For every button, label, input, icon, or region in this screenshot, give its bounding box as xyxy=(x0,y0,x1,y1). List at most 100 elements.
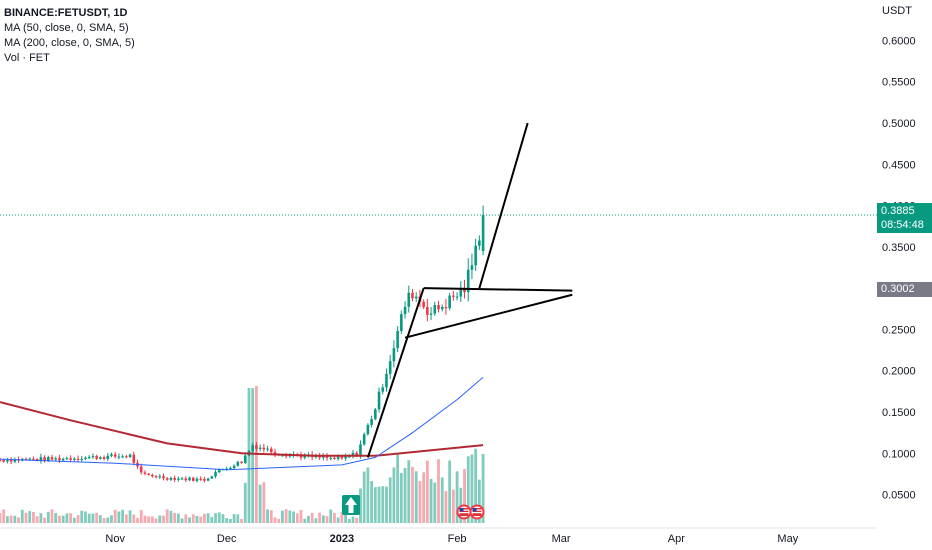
candle-body xyxy=(284,455,288,457)
symbol-title[interactable]: BINANCE:FETUSDT, 1D xyxy=(4,7,128,19)
volume-bar xyxy=(340,512,344,523)
candle-body xyxy=(210,476,214,479)
candle-body xyxy=(191,477,195,481)
volume-bar xyxy=(72,517,76,523)
candle-body xyxy=(54,458,58,460)
volume-bar xyxy=(95,512,99,523)
level-price-tag: 0.3002 xyxy=(877,282,932,297)
volume-bar xyxy=(195,515,199,523)
volume-bar xyxy=(314,518,318,523)
price-tick-label: 0.1000 xyxy=(882,448,916,460)
ma50-legend[interactable]: MA (50, close, 0, SMA, 5) xyxy=(4,22,129,34)
candle-body xyxy=(9,460,13,462)
volume-bar xyxy=(54,512,58,523)
volume-bar xyxy=(162,515,165,523)
candle-body xyxy=(2,459,6,462)
volume-bar xyxy=(180,518,184,523)
candle-body xyxy=(125,456,128,458)
volume-bar xyxy=(474,448,478,523)
candle-body xyxy=(177,478,180,480)
volume-legend[interactable]: Vol · FET xyxy=(4,52,50,64)
volume-bar xyxy=(455,471,459,523)
current-price-value: 0.3885 xyxy=(881,205,915,217)
ma200-line xyxy=(0,401,484,457)
volume-bar xyxy=(102,518,106,523)
trend-line[interactable] xyxy=(423,287,573,292)
candle-body xyxy=(351,452,355,457)
candle-body xyxy=(273,452,277,455)
candle-body xyxy=(374,409,377,420)
volume-bar xyxy=(240,518,243,523)
candle-body xyxy=(359,444,362,456)
candle-body xyxy=(448,295,451,309)
candle-body xyxy=(262,447,266,450)
time-axis[interactable]: Nov Dec 2023 Feb Mar Apr May xyxy=(105,533,798,545)
volume-bar xyxy=(210,516,214,523)
volume-bar xyxy=(303,518,307,523)
volume-bar xyxy=(333,513,336,523)
us-flag-icon[interactable] xyxy=(456,504,472,520)
candle-body xyxy=(400,314,403,331)
trend-line[interactable] xyxy=(478,122,529,289)
price-axis[interactable]: 0.60000.55000.50000.45000.40000.35000.30… xyxy=(882,35,916,501)
candle-body xyxy=(377,391,381,410)
candle-body xyxy=(392,348,396,362)
candle-body xyxy=(80,459,84,461)
candle-body xyxy=(340,456,344,459)
candle-body xyxy=(240,461,243,464)
volume-bar xyxy=(225,518,229,523)
us-flag-icon[interactable] xyxy=(469,504,485,520)
candle-body xyxy=(299,455,303,458)
volume-bar xyxy=(217,512,221,523)
candle-body xyxy=(370,419,373,425)
volume-bar xyxy=(132,514,136,523)
price-tick-label: 0.6000 xyxy=(882,35,916,47)
volume-bar xyxy=(266,509,269,523)
volume-bar xyxy=(199,516,203,523)
ma50-line xyxy=(0,376,484,471)
price-tick-label: 0.0500 xyxy=(882,490,916,502)
candle-body xyxy=(158,476,162,478)
volume-bar xyxy=(336,517,340,523)
candle-body xyxy=(478,240,481,246)
candle-body xyxy=(437,305,440,310)
price-tick-label: 0.5000 xyxy=(882,118,916,130)
volume-bar xyxy=(321,515,325,523)
volume-bar xyxy=(9,515,13,523)
volume-bar xyxy=(355,517,359,523)
volume-bar xyxy=(269,510,273,523)
volume-bar xyxy=(470,454,474,523)
candle-body xyxy=(429,313,433,315)
current-price-tag: 0.3885 08:54:48 xyxy=(877,203,932,233)
trend-line[interactable] xyxy=(404,293,573,339)
candle-body xyxy=(6,460,9,462)
volume-bar xyxy=(61,515,65,523)
candle-body xyxy=(147,473,150,475)
volume-bar xyxy=(76,515,80,523)
volume-bar xyxy=(292,511,295,523)
volume-bar xyxy=(407,460,411,523)
trend-line[interactable] xyxy=(366,287,425,458)
candle-body xyxy=(266,448,269,450)
candle-body xyxy=(481,215,485,251)
candles xyxy=(0,205,485,483)
volume-bar xyxy=(87,513,91,523)
volume-bar xyxy=(366,467,370,523)
volume-bar xyxy=(451,489,455,523)
candle-body xyxy=(128,454,132,458)
candle-body xyxy=(143,472,147,474)
up-arrow-icon[interactable] xyxy=(342,495,360,515)
volume-bar xyxy=(154,518,158,523)
candle-body xyxy=(199,478,202,480)
candle-body xyxy=(474,245,477,266)
candle-body xyxy=(154,476,158,478)
candle-body xyxy=(32,458,35,460)
candle-body xyxy=(28,458,32,460)
ma200-legend[interactable]: MA (200, close, 0, SMA, 5) xyxy=(4,37,135,49)
volume-bar xyxy=(69,513,73,523)
candle-body xyxy=(452,295,455,297)
volume-bar xyxy=(232,514,236,523)
volume-bar xyxy=(463,468,466,523)
candle-body xyxy=(329,457,333,459)
